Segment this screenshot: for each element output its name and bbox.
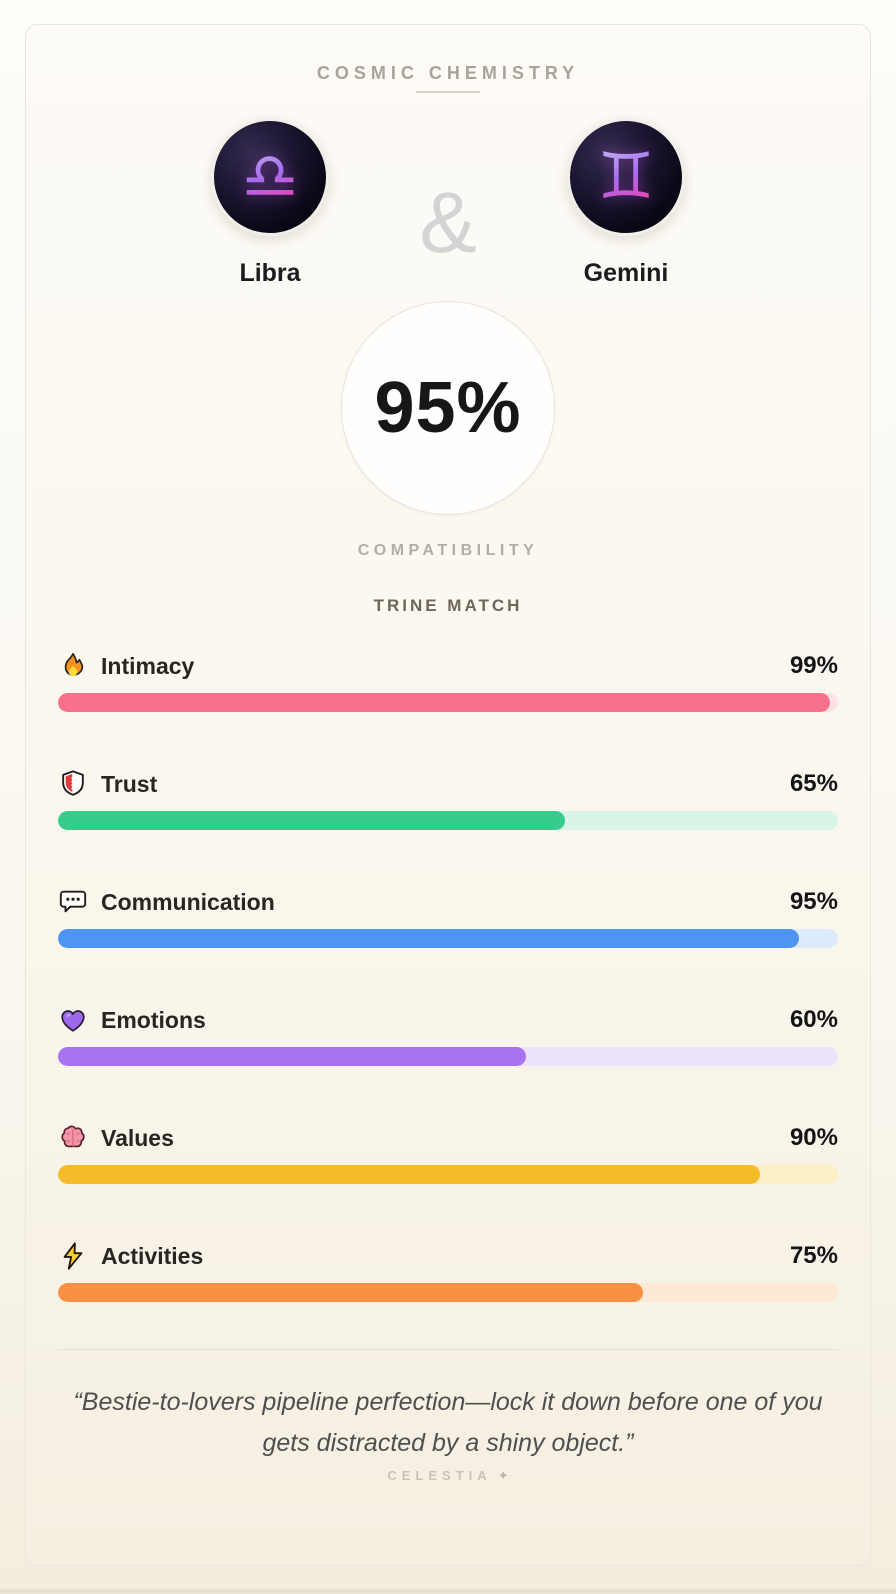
metric-row-intimacy: Intimacy 99% — [58, 651, 838, 712]
metric-bar-fill — [58, 929, 799, 948]
metric-row-trust: Trust 65% — [58, 769, 838, 830]
metrics-list: Intimacy 99% Trust 65% — [58, 651, 838, 1302]
sign-badge-gemini: ♊ — [567, 118, 685, 236]
signs-row: ♎ Libra & ♊ Gemini — [58, 118, 838, 288]
metric-label: Emotions — [101, 1006, 206, 1033]
metric-label: Trust — [101, 770, 158, 797]
metric-value: 95% — [789, 888, 838, 915]
shield-icon — [58, 769, 88, 799]
metric-bar-track — [58, 929, 838, 948]
sparkle-icon: ✦ — [497, 1468, 509, 1483]
metric-row-communication: Communication 95% — [58, 887, 838, 948]
sign-badge-libra: ♎ — [211, 118, 329, 236]
brand-name: CELESTIA — [387, 1468, 492, 1483]
metric-value: 99% — [789, 652, 838, 679]
match-type-label: TRINE MATCH — [373, 596, 523, 615]
metric-bar-track — [58, 1047, 838, 1066]
metric-value: 65% — [789, 770, 838, 797]
gemini-symbol-icon: ♊ — [597, 140, 655, 214]
libra-symbol-icon: ♎ — [241, 140, 299, 214]
compatibility-card: COSMIC CHEMISTRY ♎ Libra & ♊ Gemini 95% … — [25, 24, 871, 1566]
metric-bar-track — [58, 811, 838, 830]
metric-row-emotions: Emotions 60% — [58, 1005, 838, 1066]
metric-label: Activities — [101, 1242, 204, 1269]
sign-name-gemini: Gemini — [583, 259, 669, 287]
sign-name-libra: Libra — [239, 259, 301, 287]
lightning-icon — [58, 1241, 88, 1271]
metric-row-values: Values 90% — [58, 1123, 838, 1184]
metric-bar-track — [58, 693, 838, 712]
metric-label: Communication — [101, 888, 275, 915]
brand-footer: CELESTIA ✦ — [58, 1468, 838, 1484]
metric-bar-fill — [58, 1165, 760, 1184]
speech-bubble-icon — [58, 887, 88, 917]
fire-icon — [58, 651, 88, 681]
compatibility-label: COMPATIBILITY — [357, 542, 539, 559]
metric-bar-fill — [58, 811, 565, 830]
metric-value: 75% — [789, 1242, 838, 1269]
metric-row-activities: Activities 75% — [58, 1241, 838, 1302]
metric-value: 90% — [789, 1124, 838, 1151]
ampersand-separator: & — [419, 175, 477, 271]
metric-bar-fill — [58, 1283, 643, 1302]
score-value: 95% — [374, 368, 522, 448]
score-circle: 95% — [341, 301, 555, 515]
divider — [58, 1349, 838, 1350]
card-title: COSMIC CHEMISTRY — [316, 63, 580, 83]
sign-column-gemini: ♊ Gemini — [500, 118, 752, 288]
metric-bar-track — [58, 1165, 838, 1184]
metric-bar-fill — [58, 693, 831, 712]
metric-bar-fill — [58, 1047, 526, 1066]
metric-value: 60% — [789, 1006, 838, 1033]
brain-icon — [58, 1123, 88, 1153]
quote-text: “Bestie-to-lovers pipeline perfection—lo… — [73, 1388, 823, 1457]
sign-column-libra: ♎ Libra — [144, 118, 396, 288]
metric-label: Intimacy — [101, 652, 195, 679]
metric-label: Values — [101, 1124, 174, 1151]
purple-heart-icon — [58, 1005, 88, 1035]
title-underline — [416, 91, 480, 93]
metric-bar-track — [58, 1283, 838, 1302]
